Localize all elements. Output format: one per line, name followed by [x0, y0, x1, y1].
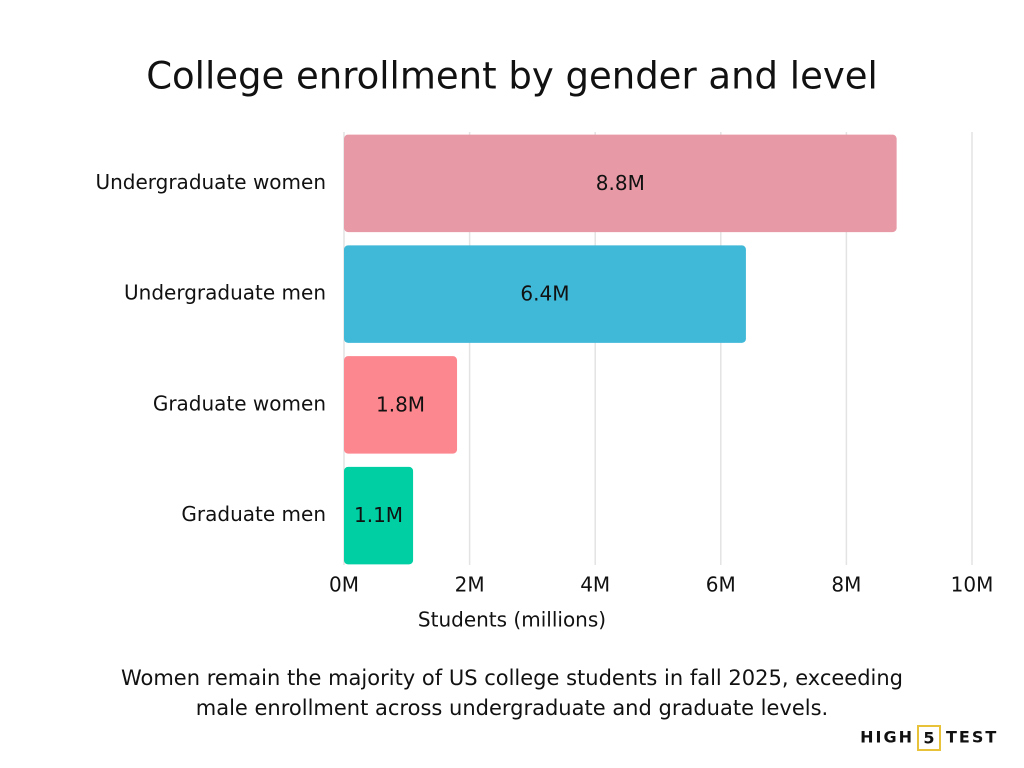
y-tick-label: Graduate women [153, 391, 326, 415]
x-tick-label: 10M [951, 573, 994, 597]
x-tick-label: 4M [580, 573, 610, 597]
y-tick-label: Undergraduate women [95, 170, 326, 194]
value-label: 8.8M [596, 171, 645, 195]
brand-text: HIGH [860, 728, 914, 747]
brand-box [917, 725, 941, 751]
bar [344, 245, 746, 343]
value-label: 6.4M [520, 282, 569, 306]
caption-line: male enrollment across undergraduate and… [196, 696, 828, 720]
brand-text: 5 [923, 729, 934, 748]
x-tick-label: 6M [706, 573, 736, 597]
brand-text: TEST [946, 728, 998, 747]
caption-line: Women remain the majority of US college … [121, 666, 903, 690]
x-tick-label: 0M [329, 573, 359, 597]
bar [344, 466, 414, 565]
y-tick-label: Graduate men [181, 502, 326, 526]
y-tick-label: Undergraduate men [124, 281, 326, 305]
x-axis-label: Students (millions) [418, 608, 606, 632]
value-label: 1.1M [354, 503, 403, 527]
value-label: 1.8M [376, 392, 425, 416]
x-tick-label: 8M [831, 573, 861, 597]
x-tick-label: 2M [455, 573, 485, 597]
bar [344, 134, 897, 233]
chart-title: College enrollment by gender and level [146, 55, 878, 98]
bar [344, 356, 458, 454]
